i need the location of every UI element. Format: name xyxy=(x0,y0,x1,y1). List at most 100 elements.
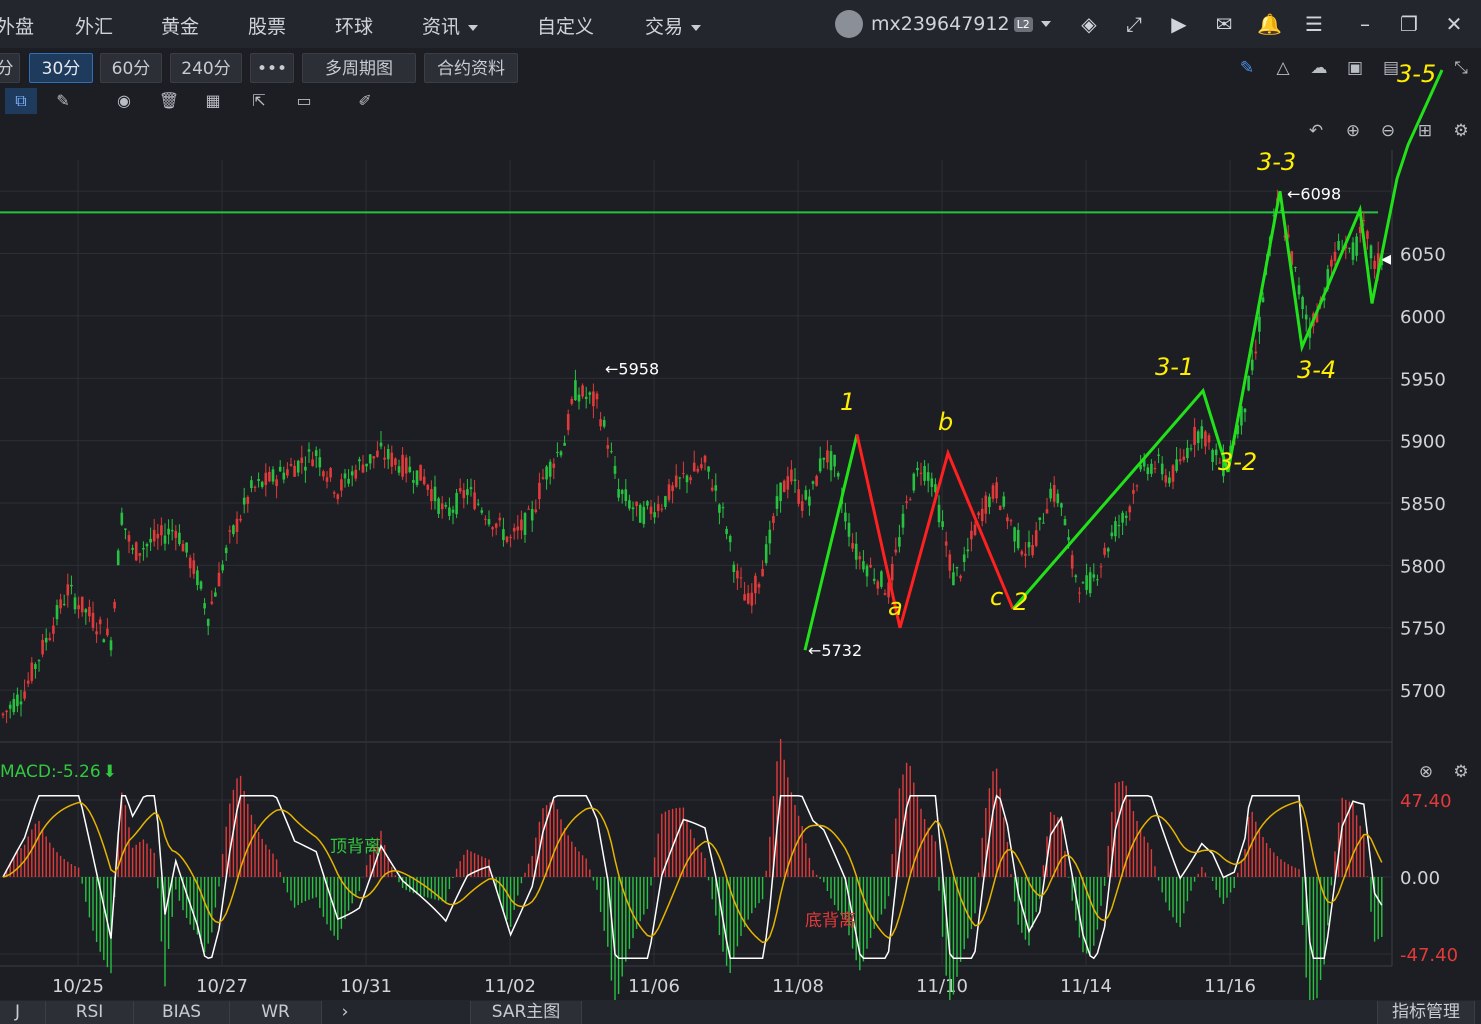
draw-icon[interactable]: ✎ xyxy=(1239,58,1255,78)
candle-body xyxy=(347,478,350,484)
period-button[interactable]: 60分 xyxy=(100,53,162,83)
indicator-tab[interactable]: RSI xyxy=(46,1001,134,1024)
nav-item[interactable]: 外盘 xyxy=(0,16,35,38)
candle-body xyxy=(372,456,376,459)
menu-icon[interactable]: ☰ xyxy=(1305,12,1323,36)
share-icon[interactable]: ⇱ xyxy=(252,91,266,110)
candle-body xyxy=(1308,328,1312,338)
candle-body xyxy=(260,481,264,487)
nav-item[interactable]: 黄金 xyxy=(161,16,200,38)
zoom-in-icon[interactable]: ⊕ xyxy=(1345,121,1361,141)
candle-body xyxy=(671,485,674,492)
minimize-icon[interactable]: – xyxy=(1360,12,1370,36)
indicator-manager-button[interactable]: 指标管理 xyxy=(1377,1001,1475,1024)
camera-icon[interactable]: ▣ xyxy=(1346,58,1364,78)
candle-body xyxy=(847,522,851,537)
candle-body xyxy=(1193,427,1196,445)
indicator-settings-icon[interactable]: ⚙ xyxy=(1453,762,1469,782)
candle-body xyxy=(1186,447,1189,459)
candle-body xyxy=(1139,464,1142,470)
nav-label: 资讯 xyxy=(422,16,461,38)
multi-period-dropdown[interactable]: 多周期图 xyxy=(302,53,416,83)
candle-body xyxy=(34,664,37,669)
period-button[interactable]: 240分 xyxy=(170,53,242,83)
candle-body xyxy=(901,513,905,528)
settings-icon[interactable]: ⚙ xyxy=(1453,121,1469,141)
candle-body xyxy=(1218,462,1222,464)
layers-icon[interactable]: ◈ xyxy=(1081,12,1097,36)
x-tick-label: 10/25 xyxy=(52,976,104,997)
cloud-icon[interactable]: ☁ xyxy=(1310,58,1328,78)
candle-body xyxy=(880,571,883,587)
indicator-tab[interactable]: BIAS xyxy=(134,1001,230,1024)
candle-body xyxy=(1211,449,1214,462)
trash-icon[interactable]: 🗑 xyxy=(158,91,180,110)
window-icon[interactable]: ▤ xyxy=(1382,58,1400,78)
candle-body xyxy=(448,507,451,516)
contract-info-button[interactable]: 合约资料 xyxy=(424,53,518,83)
undo-icon[interactable]: ↶ xyxy=(1308,121,1324,141)
candle-body xyxy=(800,501,804,511)
candle-body xyxy=(534,509,538,513)
nav-item[interactable]: 股票 xyxy=(248,16,287,38)
overlay-icon[interactable]: ⧉ xyxy=(5,88,37,114)
close-indicator-icon[interactable]: ⊗ xyxy=(1418,762,1434,782)
nav-item-dropdown[interactable]: 资讯 xyxy=(422,12,479,39)
candle-body xyxy=(1078,592,1081,594)
video-icon[interactable]: ▶ xyxy=(1171,12,1187,36)
candle-body xyxy=(512,527,516,532)
nav-item[interactable]: 自定义 xyxy=(537,16,595,38)
pencil-icon[interactable]: ✎ xyxy=(56,91,70,110)
chevron-right-icon[interactable]: › xyxy=(341,1002,349,1022)
grid-icon[interactable]: ▦ xyxy=(205,91,221,110)
mail-icon[interactable]: ✉ xyxy=(1215,12,1233,36)
candle-body xyxy=(167,528,170,535)
candle-body xyxy=(494,523,498,528)
zoom-out-icon[interactable]: ⊖ xyxy=(1380,121,1396,141)
candle-body xyxy=(689,477,692,481)
candle-body xyxy=(311,459,314,466)
fullscreen-icon[interactable]: ⤡ xyxy=(1454,58,1468,78)
indicator-tab[interactable]: WR xyxy=(230,1001,322,1024)
close-icon[interactable]: ✕ xyxy=(1445,12,1463,36)
hand-annotation: 3-5 xyxy=(1397,60,1436,88)
y-tick-label: 5950 xyxy=(1400,369,1446,390)
hand-annotation: c xyxy=(990,583,1003,611)
nav-item[interactable]: 环球 xyxy=(335,16,374,38)
period-button[interactable]: 分 xyxy=(0,53,20,83)
more-button[interactable]: ••• xyxy=(250,53,294,83)
candle-body xyxy=(178,532,181,545)
candle-body xyxy=(174,530,178,539)
candle-body xyxy=(5,710,8,713)
indicator-tab-sar[interactable]: SAR主图 xyxy=(470,1001,582,1024)
candle-body xyxy=(530,509,534,521)
candle-body xyxy=(649,506,653,514)
eye-icon[interactable]: ◉ xyxy=(117,91,131,110)
candle-body xyxy=(991,485,995,499)
candle-body xyxy=(912,473,916,491)
candle-body xyxy=(1063,519,1067,526)
hand-annotation: 3-2 xyxy=(1218,448,1257,476)
expand-icon[interactable]: ⤢ xyxy=(1126,12,1142,36)
candle-body xyxy=(66,584,70,596)
alert-icon[interactable]: △ xyxy=(1276,58,1290,78)
layout-icon[interactable]: ⊞ xyxy=(1417,121,1433,141)
candle-body xyxy=(563,442,566,446)
candle-body xyxy=(955,567,959,569)
period-button-active[interactable]: 30分 xyxy=(29,53,93,83)
indicator-tab[interactable]: J xyxy=(0,1001,46,1024)
candle-body xyxy=(1142,458,1146,467)
nav-item[interactable]: 外汇 xyxy=(75,16,114,38)
comment-icon[interactable]: ▭ xyxy=(296,91,312,110)
candle-body xyxy=(455,492,458,515)
nav-item-dropdown[interactable]: 交易 xyxy=(645,12,702,39)
candle-body xyxy=(1099,566,1103,568)
candle-body xyxy=(163,535,167,544)
x-tick-label: 11/10 xyxy=(916,976,968,997)
restore-icon[interactable]: ❐ xyxy=(1400,12,1418,36)
bell-icon[interactable]: 🔔 xyxy=(1257,12,1282,36)
user-account[interactable]: mx239647912 L2 xyxy=(835,10,1051,38)
candle-body xyxy=(570,398,574,404)
ruler-icon[interactable]: ✐ xyxy=(358,91,372,110)
